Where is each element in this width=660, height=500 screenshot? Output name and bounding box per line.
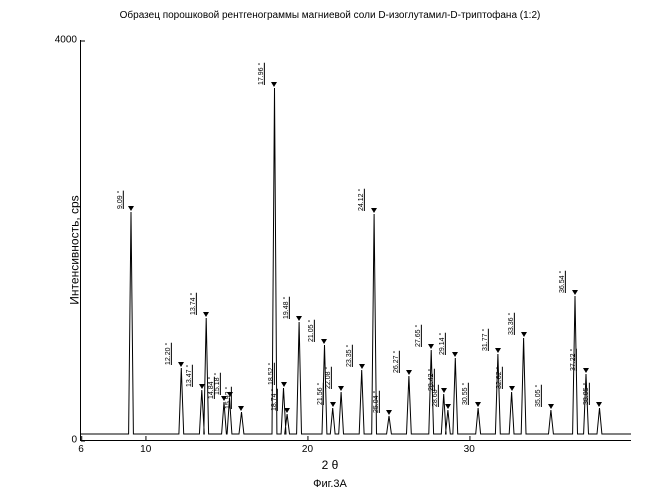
spectrum-line: [81, 40, 631, 440]
peak-label: 29.14 °: [439, 333, 446, 355]
peak-label: 35.05 °: [535, 385, 542, 407]
peak-marker-icon: [572, 290, 578, 295]
y-tick: 4000: [55, 35, 81, 46]
peak-marker-icon: [386, 410, 392, 415]
peak-label: 31.77 °: [482, 329, 489, 351]
peak-marker-icon: [521, 332, 527, 337]
xrd-chart: Образец порошковой рентгенограммы магние…: [10, 10, 650, 490]
peak-label: 28.68 °: [432, 385, 439, 407]
peak-marker-icon: [359, 364, 365, 369]
peak-marker-icon: [296, 316, 302, 321]
peak-marker-icon: [338, 386, 344, 391]
peak-marker-icon: [428, 344, 434, 349]
peak-label: 26.27 °: [393, 351, 400, 373]
peak-label: 22.08 °: [325, 367, 332, 389]
peak-label: 19.48 °: [283, 297, 290, 319]
peak-marker-icon: [441, 388, 447, 393]
peak-label: 21.05 °: [308, 320, 315, 342]
peak-marker-icon: [271, 82, 277, 87]
x-tick: 30: [464, 440, 475, 455]
peak-label: 25.04 °: [373, 391, 380, 413]
peak-marker-icon: [178, 362, 184, 367]
x-tick: 20: [302, 440, 313, 455]
figure-label: Фиг.3А: [10, 478, 650, 490]
peak-marker-icon: [128, 206, 134, 211]
peak-marker-icon: [495, 348, 501, 353]
x-tick: 10: [140, 440, 151, 455]
peak-label: 23.35 °: [346, 345, 353, 367]
peak-label: 37.22 °: [570, 349, 577, 371]
peak-label: 13.74 °: [190, 293, 197, 315]
peak-label: 27.65 °: [415, 325, 422, 347]
peak-label: 33.36 °: [507, 313, 514, 335]
peak-label: 18.52 °: [267, 363, 274, 385]
peak-label: 15.92 °: [225, 387, 232, 409]
x-tick: 6: [78, 440, 84, 455]
peak-label: 36.54 °: [559, 271, 566, 293]
peak-label: 38.05 °: [583, 383, 590, 405]
peak-label: 21.56 °: [317, 383, 324, 405]
peak-marker-icon: [475, 402, 481, 407]
peak-label: 30.55 °: [462, 383, 469, 405]
peak-marker-icon: [509, 386, 515, 391]
peak-marker-icon: [452, 352, 458, 357]
peak-marker-icon: [371, 208, 377, 213]
peak-marker-icon: [596, 402, 602, 407]
peak-marker-icon: [281, 382, 287, 387]
peak-label: 13.47 °: [186, 365, 193, 387]
plot-area: 0400010203069.09 °12.20 °13.47 °13.74 °1…: [80, 40, 631, 441]
peak-label: 9.09 °: [117, 191, 124, 209]
peak-marker-icon: [330, 402, 336, 407]
peak-marker-icon: [583, 368, 589, 373]
peak-label: 12.20 °: [165, 343, 172, 365]
x-axis-label: 2 θ: [10, 458, 650, 472]
chart-title: Образец порошковой рентгенограммы магние…: [10, 10, 650, 21]
peak-marker-icon: [284, 408, 290, 413]
peak-label: 18.74 °: [271, 389, 278, 411]
peak-label: 24.12 °: [358, 189, 365, 211]
peak-label: 32.62 °: [495, 367, 502, 389]
peak-marker-icon: [445, 404, 451, 409]
peak-label: 17.96 °: [258, 63, 265, 85]
peak-marker-icon: [548, 404, 554, 409]
peak-marker-icon: [321, 339, 327, 344]
peak-marker-icon: [199, 384, 205, 389]
peak-label: 15.18 °: [213, 373, 220, 395]
peak-marker-icon: [406, 370, 412, 375]
peak-marker-icon: [238, 406, 244, 411]
peak-marker-icon: [203, 312, 209, 317]
